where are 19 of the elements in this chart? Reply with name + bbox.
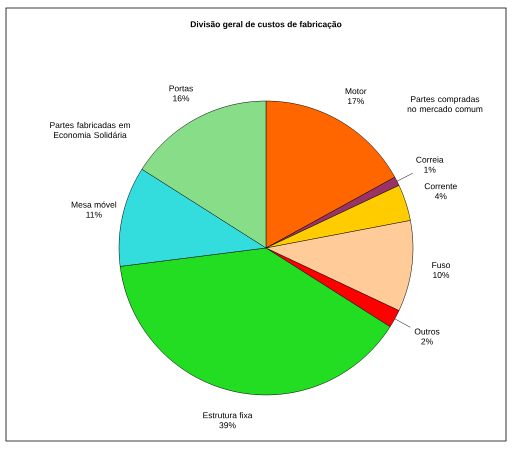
data-label: 11%: [86, 212, 102, 218]
data-label: 1%: [424, 166, 436, 173]
text: Partes fabricadas em Economia Solidária: [50, 122, 130, 138]
slice-label: Estrutura fixa: [203, 412, 252, 418]
chart-title: Divisão geral de custos de fabricação: [190, 21, 342, 29]
data-label: 2%: [421, 338, 433, 344]
slice-label: Outros: [414, 328, 440, 335]
slice-label: Fuso: [432, 262, 450, 268]
data-label: 17%: [348, 98, 364, 104]
text: Partes compradas no mercado comum: [408, 96, 482, 112]
data-label: 16%: [173, 95, 190, 102]
slice-label: Mesa móvel: [72, 201, 116, 208]
slice-label: Correia: [416, 156, 444, 163]
slice-label: Corrente: [424, 183, 457, 190]
data-label: 4%: [434, 193, 447, 200]
data-label: 39%: [219, 422, 236, 428]
slice-label: Portas: [169, 85, 193, 92]
data-label: 10%: [433, 272, 450, 278]
slice-label: Motor: [346, 88, 366, 94]
